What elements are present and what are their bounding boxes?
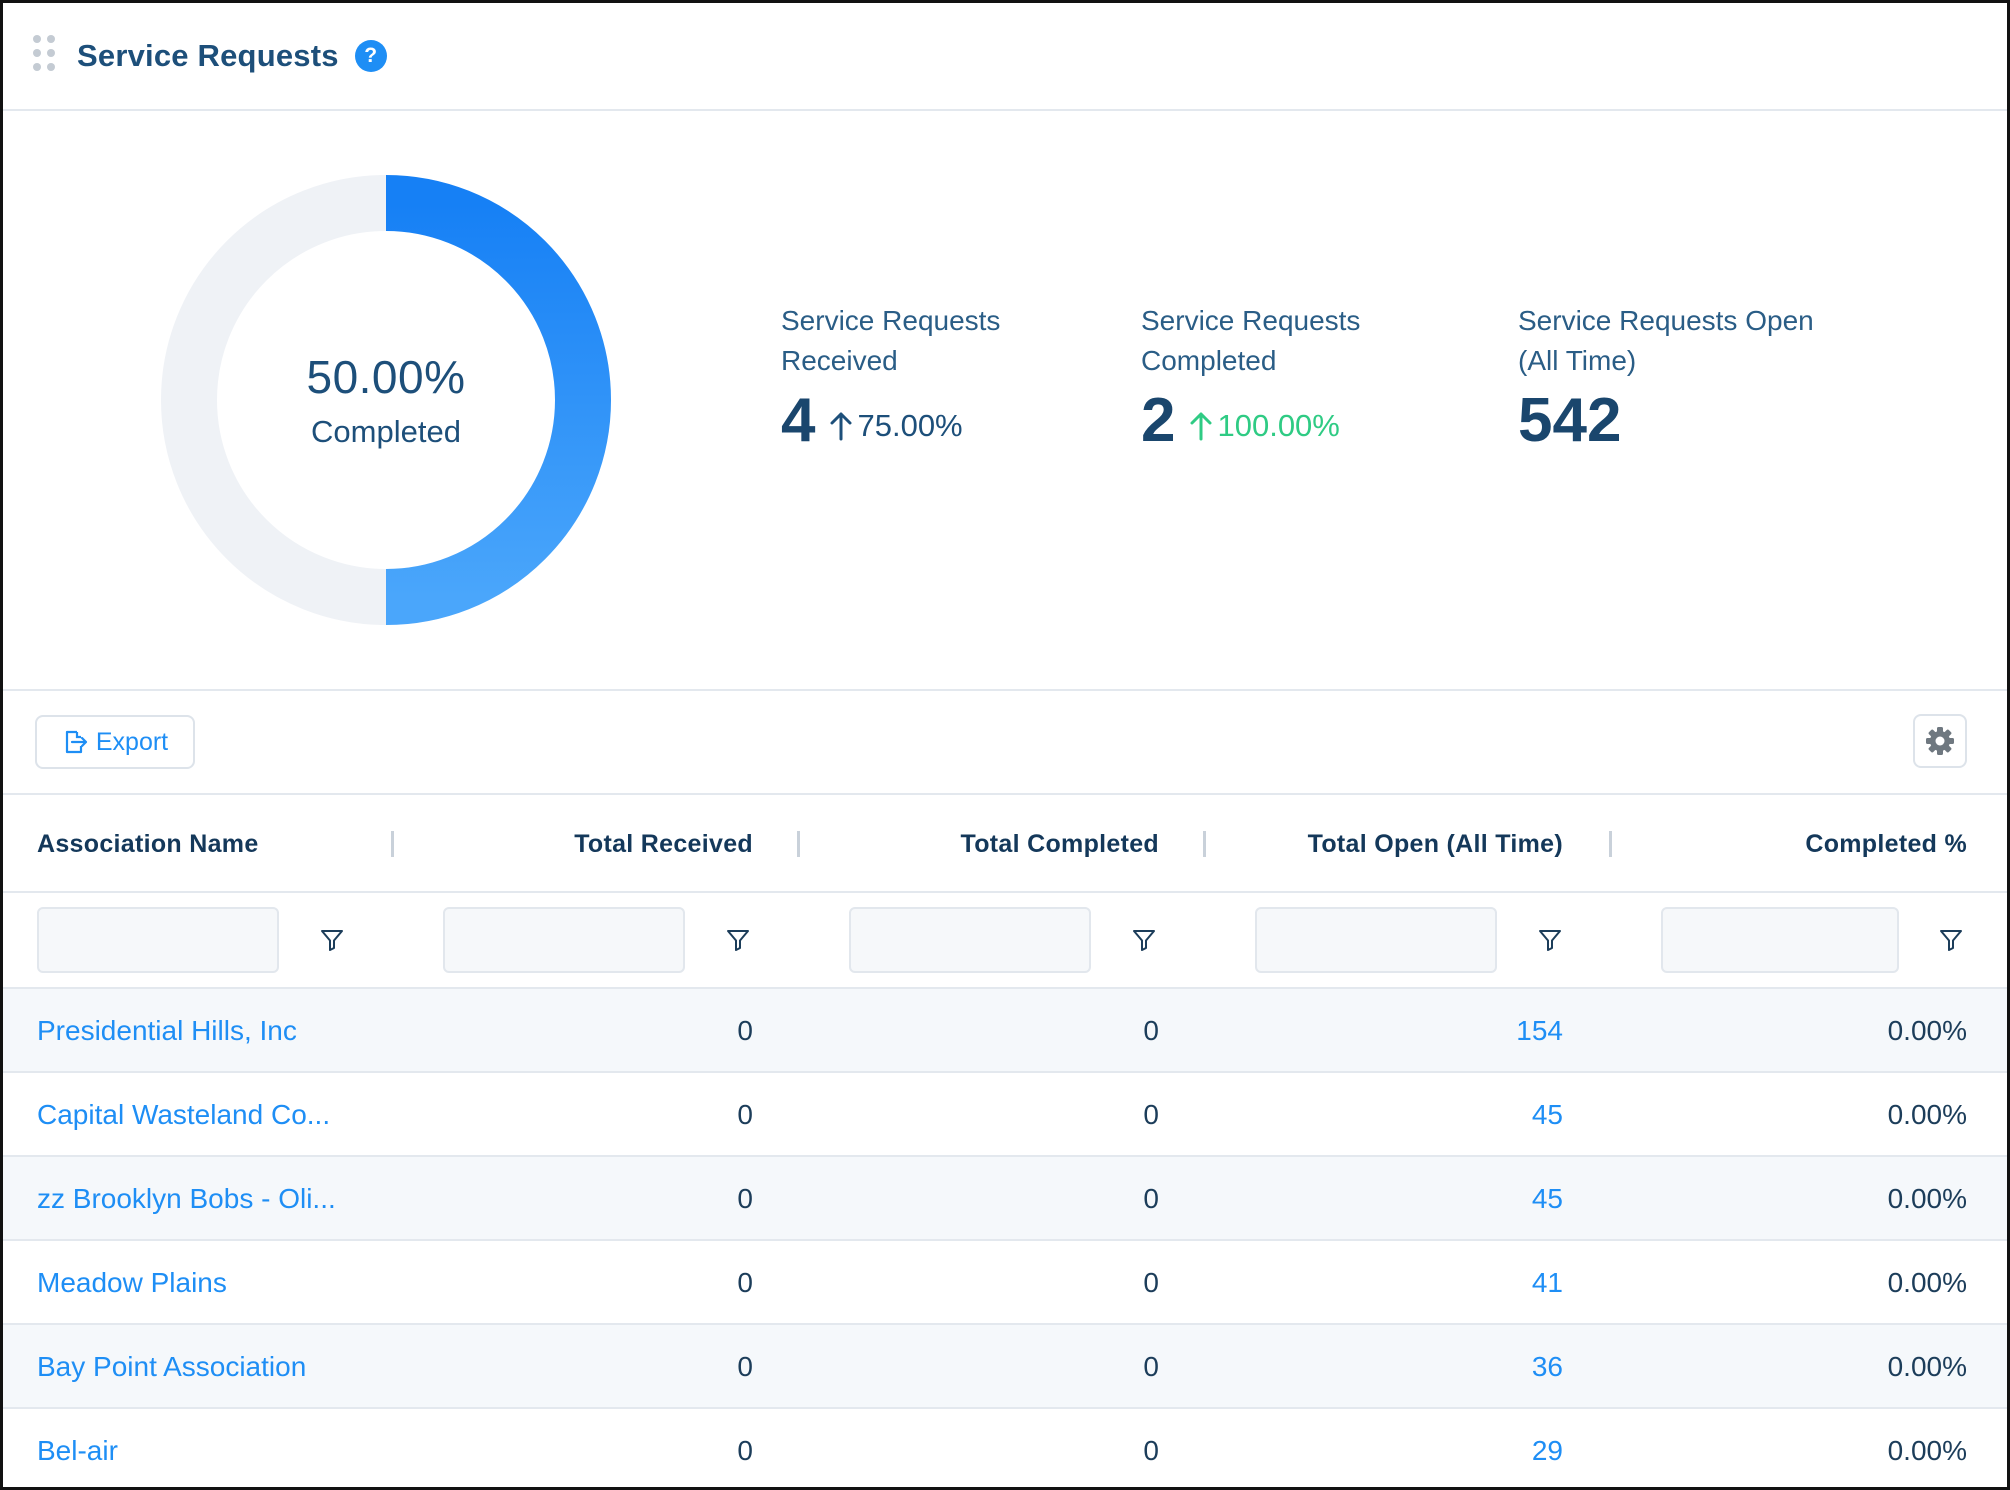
table-row[interactable]: Capital Wasteland Co... 0 0 45 0.00% bbox=[3, 1073, 2007, 1157]
drag-handle-icon[interactable] bbox=[33, 35, 57, 77]
column-header-total-received[interactable]: Total Received bbox=[574, 829, 753, 858]
total-open-link[interactable]: 45 bbox=[1531, 1183, 1563, 1214]
filter-icon[interactable] bbox=[319, 927, 345, 953]
stat-completed: Service Requests Completed 2 100.00% bbox=[1141, 301, 1401, 457]
donut-caption: Completed bbox=[311, 414, 461, 449]
table-row[interactable]: Meadow Plains 0 0 41 0.00% bbox=[3, 1241, 2007, 1325]
filter-input-completed-percent[interactable] bbox=[1661, 907, 1899, 973]
filter-icon[interactable] bbox=[1537, 927, 1563, 953]
filter-icon[interactable] bbox=[1938, 927, 1964, 953]
widget-title: Service Requests bbox=[77, 38, 339, 73]
completed-percent-cell: 0.00% bbox=[1887, 1183, 1967, 1214]
stat-label: Service Requests Open (All Time) bbox=[1518, 305, 1814, 376]
filter-input-association-name[interactable] bbox=[37, 907, 279, 973]
filter-icon[interactable] bbox=[725, 927, 751, 953]
total-completed-cell: 0 bbox=[1143, 1435, 1159, 1466]
total-open-link[interactable]: 45 bbox=[1531, 1099, 1563, 1130]
column-header-association-name[interactable]: Association Name bbox=[37, 829, 259, 858]
stat-value: 2 bbox=[1141, 386, 1176, 455]
completed-percent-cell: 0.00% bbox=[1887, 1099, 1967, 1130]
table-header-row: Association Name Total Received Total Co… bbox=[3, 795, 2007, 893]
table-row[interactable]: Bay Point Association 0 0 36 0.00% bbox=[3, 1325, 2007, 1409]
widget-header: Service Requests ? bbox=[3, 3, 2007, 111]
export-button[interactable]: Export bbox=[35, 715, 195, 769]
association-name-link[interactable]: Presidential Hills, Inc bbox=[37, 1015, 297, 1046]
table-row[interactable]: zz Brooklyn Bobs - Oli... 0 0 45 0.00% bbox=[3, 1157, 2007, 1241]
donut-percent: 50.00% bbox=[306, 351, 466, 403]
stat-change: 100.00% bbox=[1189, 408, 1340, 444]
gear-icon bbox=[1926, 727, 1954, 755]
summary-section: 50.00% Completed Service Requests Receiv… bbox=[3, 111, 2007, 691]
column-resize-handle[interactable] bbox=[797, 831, 800, 857]
total-open-link[interactable]: 41 bbox=[1531, 1267, 1563, 1298]
column-resize-handle[interactable] bbox=[1609, 831, 1612, 857]
completion-donut-chart bbox=[161, 175, 611, 625]
column-resize-handle[interactable] bbox=[1203, 831, 1206, 857]
total-received-cell: 0 bbox=[737, 1351, 753, 1382]
help-icon[interactable]: ? bbox=[354, 40, 387, 72]
total-open-link[interactable]: 36 bbox=[1531, 1351, 1563, 1382]
table-row[interactable]: Bel-air 0 0 29 0.00% bbox=[3, 1409, 2007, 1487]
total-completed-cell: 0 bbox=[1143, 1183, 1159, 1214]
settings-button[interactable] bbox=[1913, 714, 1967, 768]
total-completed-cell: 0 bbox=[1143, 1099, 1159, 1130]
association-name-link[interactable]: Capital Wasteland Co... bbox=[37, 1099, 331, 1130]
donut-center-label: 50.00% Completed bbox=[161, 175, 611, 625]
total-completed-cell: 0 bbox=[1143, 1267, 1159, 1298]
association-name-link[interactable]: Bel-air bbox=[37, 1435, 118, 1466]
table-toolbar: Export bbox=[3, 693, 2007, 795]
completed-percent-cell: 0.00% bbox=[1887, 1351, 1967, 1382]
total-received-cell: 0 bbox=[737, 1015, 753, 1046]
stat-value: 542 bbox=[1518, 386, 1622, 455]
total-completed-cell: 0 bbox=[1143, 1015, 1159, 1046]
stat-label: Service Requests Received bbox=[781, 305, 1001, 376]
column-header-completed-percent[interactable]: Completed % bbox=[1805, 829, 1967, 858]
total-open-link[interactable]: 29 bbox=[1531, 1435, 1563, 1466]
filter-icon[interactable] bbox=[1131, 927, 1157, 953]
stat-received: Service Requests Received 4 75.00% bbox=[781, 301, 1041, 457]
arrow-up-icon bbox=[830, 412, 852, 441]
total-completed-cell: 0 bbox=[1143, 1351, 1159, 1382]
service-requests-table: Association Name Total Received Total Co… bbox=[3, 795, 2007, 1487]
stat-open-all-time: Service Requests Open (All Time) 542 bbox=[1518, 301, 1848, 457]
filter-input-total-completed[interactable] bbox=[849, 907, 1091, 973]
stat-change-value: 100.00% bbox=[1217, 408, 1340, 443]
total-received-cell: 0 bbox=[737, 1099, 753, 1130]
total-open-link[interactable]: 154 bbox=[1516, 1015, 1563, 1046]
donut-completed-arc bbox=[385, 175, 611, 625]
filter-input-total-open[interactable] bbox=[1255, 907, 1497, 973]
completed-percent-cell: 0.00% bbox=[1887, 1267, 1967, 1298]
stat-value: 4 bbox=[781, 386, 816, 455]
column-header-total-open[interactable]: Total Open (All Time) bbox=[1307, 829, 1563, 858]
column-header-total-completed[interactable]: Total Completed bbox=[960, 829, 1159, 858]
association-name-link[interactable]: Meadow Plains bbox=[37, 1267, 227, 1298]
export-label: Export bbox=[95, 727, 169, 756]
table-row[interactable]: Presidential Hills, Inc 0 0 154 0.00% bbox=[3, 989, 2007, 1073]
stat-change-value: 75.00% bbox=[857, 408, 963, 443]
filter-row bbox=[3, 893, 2007, 989]
total-received-cell: 0 bbox=[737, 1183, 753, 1214]
stat-change: 75.00% bbox=[829, 408, 963, 444]
filter-input-total-received[interactable] bbox=[443, 907, 685, 973]
completed-percent-cell: 0.00% bbox=[1887, 1435, 1967, 1466]
total-received-cell: 0 bbox=[737, 1267, 753, 1298]
export-icon bbox=[65, 730, 87, 754]
column-resize-handle[interactable] bbox=[391, 831, 394, 857]
association-name-link[interactable]: Bay Point Association bbox=[37, 1351, 307, 1382]
total-received-cell: 0 bbox=[737, 1435, 753, 1466]
association-name-link[interactable]: zz Brooklyn Bobs - Oli... bbox=[37, 1183, 336, 1214]
stat-label: Service Requests Completed bbox=[1141, 305, 1361, 376]
completed-percent-cell: 0.00% bbox=[1887, 1015, 1967, 1046]
arrow-up-icon bbox=[1190, 412, 1212, 441]
